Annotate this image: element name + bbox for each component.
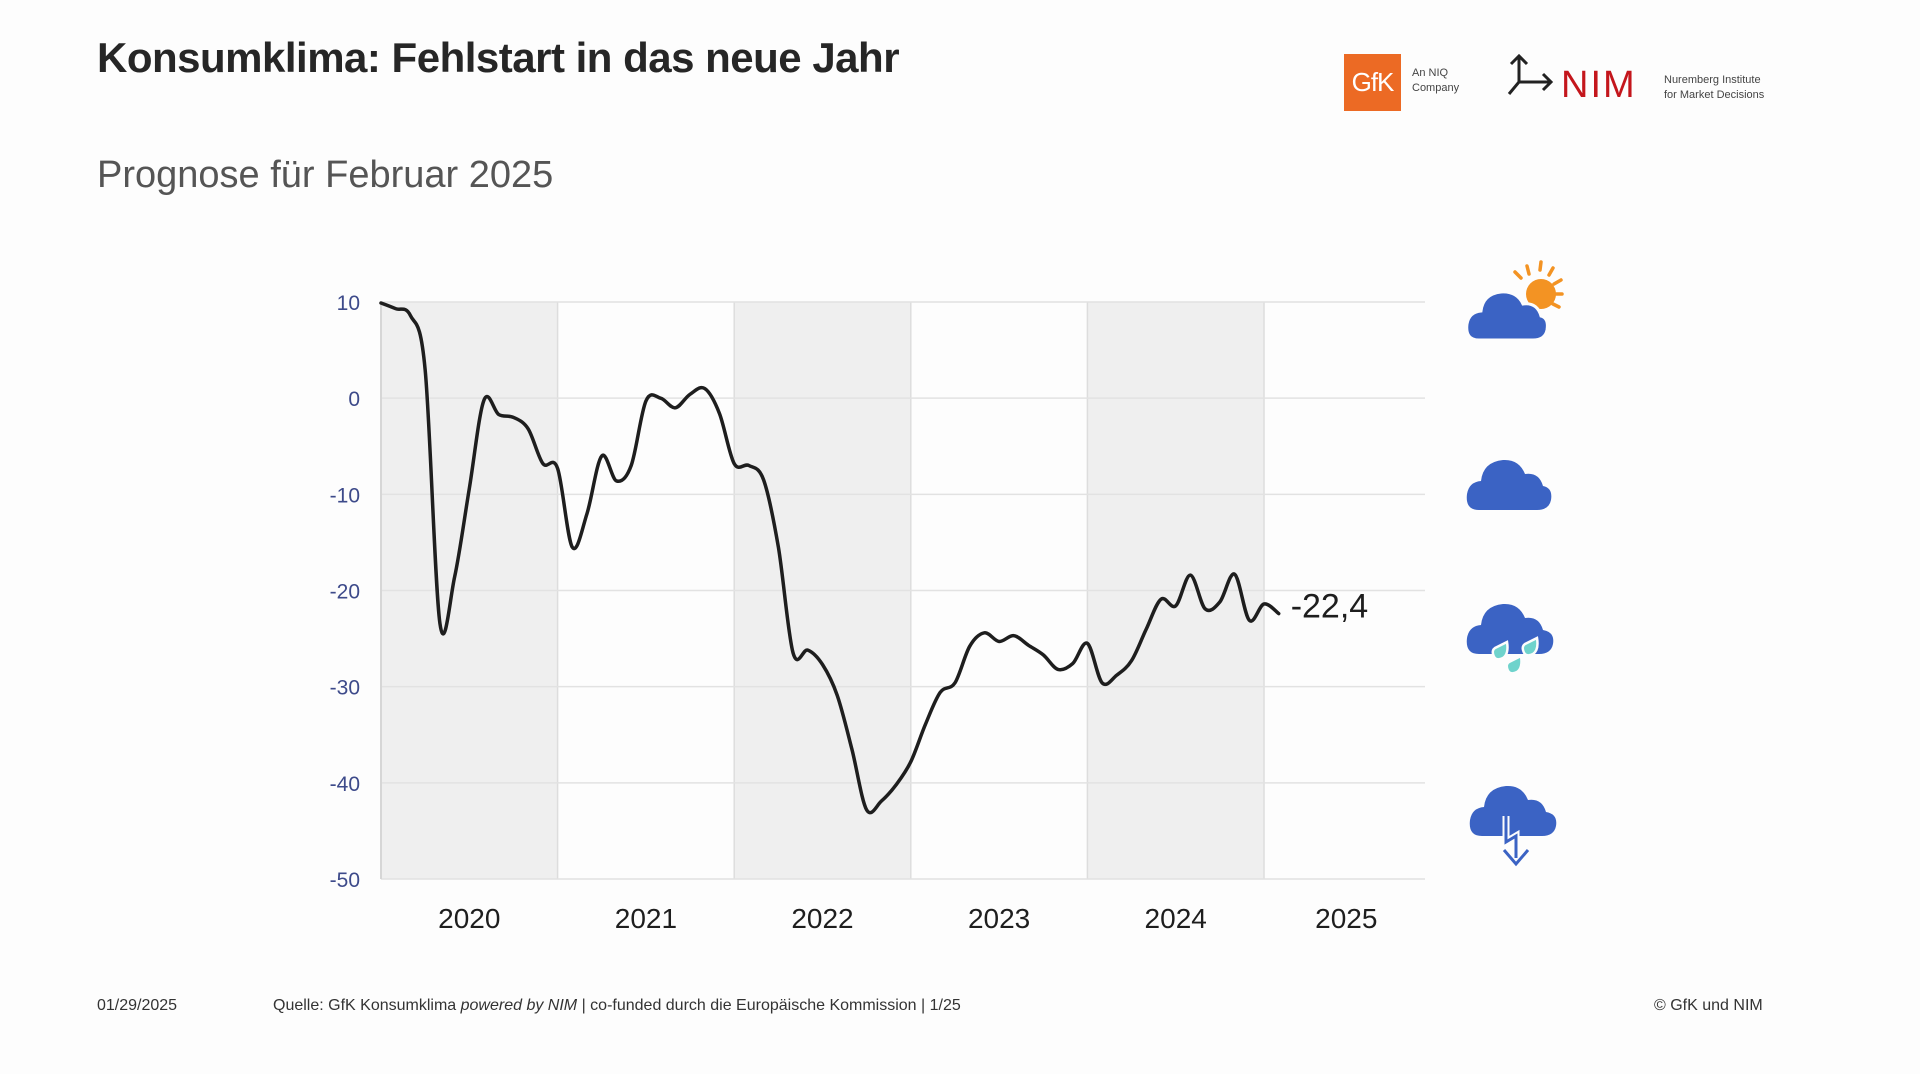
thunderstorm-cloud-icon: [1469, 785, 1557, 867]
y-tick-label: -50: [330, 869, 360, 892]
cloud-icon: [1466, 459, 1552, 510]
footer-source-italic: powered by NIM: [460, 997, 578, 1014]
end-value-label: -22,4: [1291, 588, 1369, 626]
nim-logo-mark: NIM: [1561, 64, 1637, 106]
y-tick-label: 10: [337, 292, 360, 315]
gfk-logo: GfK: [1344, 54, 1401, 111]
series-line-konsumklima: [379, 301, 1281, 815]
footer-date: 01/29/2025: [97, 997, 178, 1014]
y-tick-label: -40: [330, 773, 360, 796]
x-tick-label: 2023: [968, 903, 1030, 934]
gfk-tagline: An NIQ Company: [1412, 66, 1459, 96]
sun-behind-cloud-icon: [1465, 260, 1564, 342]
x-tick-label: 2022: [791, 903, 853, 934]
gfk-tagline-line1: An NIQ: [1412, 67, 1449, 79]
x-tick-label: 2025: [1315, 903, 1377, 934]
y-tick-label: -20: [330, 581, 360, 604]
footer-source-prefix: Quelle: GfK Konsumklima: [273, 997, 461, 1014]
nim-tagline-line1: Nuremberg Institute: [1664, 74, 1761, 86]
nim-tagline-line2: for Market Decisions: [1664, 89, 1765, 101]
x-tick-label: 2024: [1145, 903, 1207, 934]
y-tick-label: 0: [348, 388, 360, 411]
nim-tagline: Nuremberg Institute for Market Decisions: [1664, 73, 1764, 103]
footer-source: Quelle: GfK Konsumklima powered by NIM |…: [273, 997, 961, 1015]
gfk-logo-mark: GfK: [1351, 67, 1395, 97]
y-axis-ticks: 10 0 -10 -20 -30 -40 -50: [330, 292, 360, 892]
gfk-tagline-line2: Company: [1412, 82, 1460, 94]
x-axis-ticks: 2020 2021 2022 2023 2024 2025: [438, 903, 1377, 934]
gridlines: [380, 301, 1425, 880]
footer-source-suffix: | co-funded durch die Europäische Kommis…: [577, 997, 961, 1014]
page-subtitle: Prognose für Februar 2025: [97, 154, 554, 196]
x-tick-label: 2021: [615, 903, 677, 934]
footer-copyright: © GfK und NIM: [1654, 997, 1763, 1014]
split-arrow-icon: [1507, 53, 1554, 95]
x-tick-label: 2020: [438, 903, 500, 934]
y-tick-label: -10: [330, 484, 360, 507]
page-title: Konsumklima: Fehlstart in das neue Jahr: [97, 34, 900, 81]
y-tick-label: -30: [330, 677, 360, 700]
rain-cloud-icon: [1466, 603, 1554, 675]
